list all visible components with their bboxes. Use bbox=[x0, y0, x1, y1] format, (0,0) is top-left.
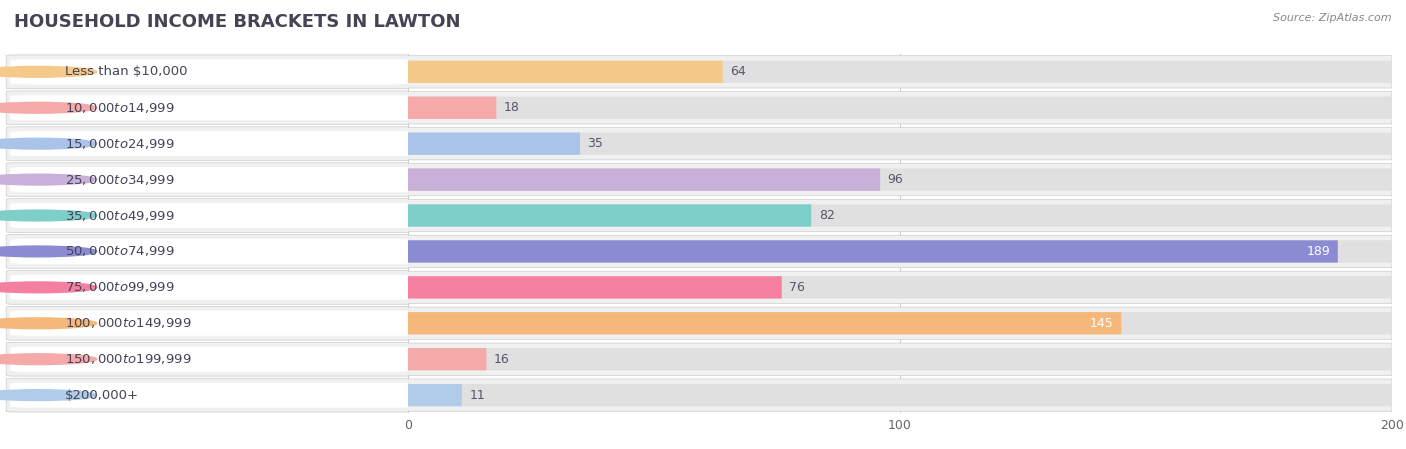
Circle shape bbox=[0, 102, 97, 113]
Circle shape bbox=[0, 282, 97, 293]
Text: 82: 82 bbox=[818, 209, 835, 222]
Text: 76: 76 bbox=[789, 281, 806, 294]
FancyBboxPatch shape bbox=[6, 342, 416, 376]
FancyBboxPatch shape bbox=[10, 131, 412, 156]
FancyBboxPatch shape bbox=[408, 92, 1392, 124]
Text: $35,000 to $49,999: $35,000 to $49,999 bbox=[65, 208, 174, 223]
FancyBboxPatch shape bbox=[408, 276, 1392, 299]
Text: 64: 64 bbox=[730, 66, 745, 78]
Text: 145: 145 bbox=[1090, 317, 1114, 330]
Circle shape bbox=[0, 174, 97, 185]
FancyBboxPatch shape bbox=[6, 163, 416, 197]
FancyBboxPatch shape bbox=[10, 95, 412, 120]
FancyBboxPatch shape bbox=[408, 312, 1122, 335]
FancyBboxPatch shape bbox=[408, 204, 811, 227]
FancyBboxPatch shape bbox=[408, 56, 1392, 88]
Circle shape bbox=[0, 390, 97, 401]
FancyBboxPatch shape bbox=[408, 168, 880, 191]
Text: HOUSEHOLD INCOME BRACKETS IN LAWTON: HOUSEHOLD INCOME BRACKETS IN LAWTON bbox=[14, 13, 461, 31]
Text: $10,000 to $14,999: $10,000 to $14,999 bbox=[65, 101, 174, 115]
Text: $150,000 to $199,999: $150,000 to $199,999 bbox=[65, 352, 191, 366]
FancyBboxPatch shape bbox=[408, 61, 1392, 83]
FancyBboxPatch shape bbox=[10, 203, 412, 228]
Text: 189: 189 bbox=[1306, 245, 1330, 258]
FancyBboxPatch shape bbox=[408, 384, 1392, 406]
FancyBboxPatch shape bbox=[10, 347, 412, 372]
FancyBboxPatch shape bbox=[408, 168, 1392, 191]
FancyBboxPatch shape bbox=[408, 384, 461, 406]
Circle shape bbox=[0, 210, 97, 221]
Circle shape bbox=[0, 138, 97, 149]
FancyBboxPatch shape bbox=[408, 379, 1392, 411]
FancyBboxPatch shape bbox=[408, 343, 1392, 375]
FancyBboxPatch shape bbox=[6, 270, 416, 304]
FancyBboxPatch shape bbox=[408, 276, 782, 299]
FancyBboxPatch shape bbox=[6, 198, 416, 233]
FancyBboxPatch shape bbox=[10, 239, 412, 264]
FancyBboxPatch shape bbox=[408, 235, 1392, 268]
Circle shape bbox=[0, 66, 97, 77]
FancyBboxPatch shape bbox=[408, 61, 723, 83]
FancyBboxPatch shape bbox=[408, 163, 1392, 196]
FancyBboxPatch shape bbox=[10, 275, 412, 300]
FancyBboxPatch shape bbox=[408, 312, 1392, 335]
FancyBboxPatch shape bbox=[408, 199, 1392, 232]
FancyBboxPatch shape bbox=[6, 91, 416, 125]
Text: 96: 96 bbox=[887, 173, 903, 186]
FancyBboxPatch shape bbox=[6, 55, 416, 89]
FancyBboxPatch shape bbox=[10, 383, 412, 408]
FancyBboxPatch shape bbox=[408, 97, 496, 119]
Text: $25,000 to $34,999: $25,000 to $34,999 bbox=[65, 172, 174, 187]
FancyBboxPatch shape bbox=[408, 271, 1392, 304]
FancyBboxPatch shape bbox=[6, 378, 416, 412]
FancyBboxPatch shape bbox=[408, 128, 1392, 160]
FancyBboxPatch shape bbox=[408, 132, 1392, 155]
Text: $100,000 to $149,999: $100,000 to $149,999 bbox=[65, 316, 191, 330]
Circle shape bbox=[0, 318, 97, 329]
Text: 35: 35 bbox=[588, 137, 603, 150]
FancyBboxPatch shape bbox=[6, 306, 416, 340]
FancyBboxPatch shape bbox=[10, 311, 412, 336]
FancyBboxPatch shape bbox=[6, 127, 416, 161]
FancyBboxPatch shape bbox=[408, 132, 579, 155]
FancyBboxPatch shape bbox=[10, 167, 412, 192]
Text: Less than $10,000: Less than $10,000 bbox=[65, 66, 188, 78]
Text: 11: 11 bbox=[470, 389, 485, 401]
FancyBboxPatch shape bbox=[6, 234, 416, 269]
FancyBboxPatch shape bbox=[10, 59, 412, 84]
Text: 18: 18 bbox=[503, 101, 520, 114]
FancyBboxPatch shape bbox=[408, 240, 1392, 263]
FancyBboxPatch shape bbox=[408, 97, 1392, 119]
FancyBboxPatch shape bbox=[408, 204, 1392, 227]
Text: 16: 16 bbox=[494, 353, 509, 365]
Text: $200,000+: $200,000+ bbox=[65, 389, 139, 401]
Text: Source: ZipAtlas.com: Source: ZipAtlas.com bbox=[1274, 13, 1392, 23]
Text: $15,000 to $24,999: $15,000 to $24,999 bbox=[65, 136, 174, 151]
Text: $50,000 to $74,999: $50,000 to $74,999 bbox=[65, 244, 174, 259]
FancyBboxPatch shape bbox=[408, 307, 1392, 339]
Circle shape bbox=[0, 246, 97, 257]
FancyBboxPatch shape bbox=[408, 348, 486, 370]
FancyBboxPatch shape bbox=[408, 240, 1339, 263]
FancyBboxPatch shape bbox=[408, 348, 1392, 370]
Circle shape bbox=[0, 354, 97, 365]
Text: $75,000 to $99,999: $75,000 to $99,999 bbox=[65, 280, 174, 295]
